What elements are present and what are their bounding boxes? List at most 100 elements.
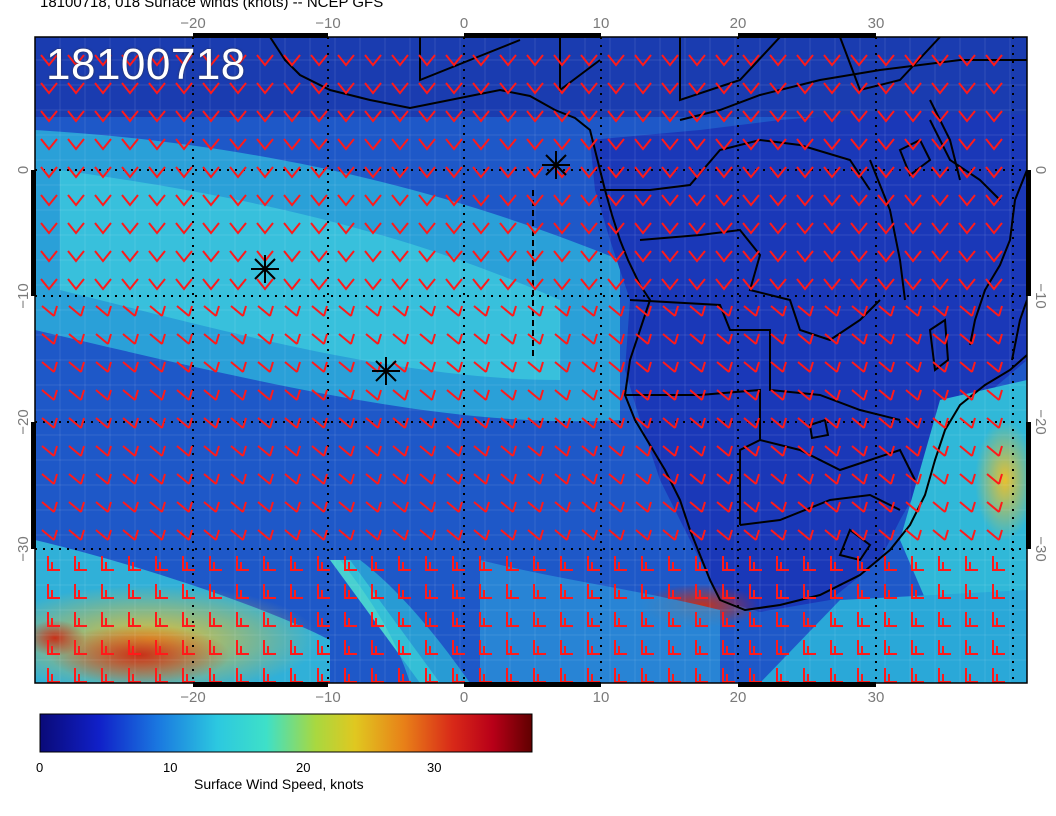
wind-barb <box>317 584 330 599</box>
wind-barb <box>418 194 436 207</box>
wind-barb <box>445 82 463 95</box>
wind-barb <box>41 305 58 317</box>
wind-barb <box>905 417 922 429</box>
wind-barb <box>722 640 735 655</box>
wind-barb <box>830 584 843 599</box>
wind-barb <box>364 82 382 95</box>
wind-barb <box>311 389 328 401</box>
wind-barb <box>877 54 895 67</box>
wind-barb <box>148 278 166 291</box>
wind-barb <box>635 473 652 485</box>
wind-barb <box>445 250 463 263</box>
wind-barb <box>608 473 625 485</box>
wind-barb <box>743 333 760 345</box>
wind-barb <box>689 445 706 457</box>
wind-barb <box>68 445 85 457</box>
wind-barb <box>992 556 1005 571</box>
wind-barb <box>472 82 490 95</box>
wind-barb <box>68 389 85 401</box>
wind-barb <box>67 194 85 207</box>
wind-barb <box>770 305 787 317</box>
wind-barb <box>40 194 58 207</box>
wind-barb <box>317 640 330 655</box>
wind-barb <box>878 501 895 513</box>
wind-barb <box>41 529 58 541</box>
wind-barb <box>634 278 652 291</box>
wind-barb <box>500 445 517 457</box>
wind-barb <box>499 166 517 179</box>
wind-barb <box>257 529 274 541</box>
wind-barb <box>992 668 1005 683</box>
lat-tick: −30 <box>1032 536 1049 561</box>
wind-barb <box>311 305 328 317</box>
wind-barb <box>581 501 598 513</box>
wind-barb <box>607 54 625 67</box>
wind-barb <box>959 501 976 513</box>
wind-barb <box>932 501 949 513</box>
wind-barb <box>344 668 357 683</box>
wind-barb <box>931 222 949 235</box>
wind-barb <box>635 501 652 513</box>
wind-barb <box>635 389 652 401</box>
wind-barb <box>905 445 922 457</box>
wind-barb <box>580 138 598 151</box>
wind-barb <box>553 250 571 263</box>
wind-barb <box>959 389 976 401</box>
wind-barb <box>688 54 706 67</box>
wind-barb <box>95 361 112 373</box>
wind-barb <box>67 110 85 123</box>
wind-barb <box>74 584 87 599</box>
wind-barb <box>878 473 895 485</box>
wind-barb <box>94 166 112 179</box>
wind-barb <box>122 305 139 317</box>
wind-barb <box>905 333 922 345</box>
wind-barb <box>101 612 114 627</box>
wind-barb <box>425 556 438 571</box>
wind-barb <box>148 54 166 67</box>
wind-barb <box>742 278 760 291</box>
wind-barb <box>688 82 706 95</box>
wind-barb <box>418 222 436 235</box>
wind-barb <box>472 194 490 207</box>
lat-tick: −20 <box>1032 409 1049 434</box>
wind-barb <box>473 305 490 317</box>
wind-barb <box>958 222 976 235</box>
wind-barb <box>229 222 247 235</box>
wind-barb <box>95 473 112 485</box>
wind-barb <box>203 361 220 373</box>
wind-barb <box>797 529 814 541</box>
wind-barb <box>985 222 1003 235</box>
wind-barb <box>958 54 976 67</box>
wind-barb <box>958 82 976 95</box>
wind-barb <box>122 445 139 457</box>
wind-barb <box>581 305 598 317</box>
wind-barb <box>290 556 303 571</box>
wind-barb <box>533 556 546 571</box>
wind-barb <box>527 501 544 513</box>
wind-barb <box>769 54 787 67</box>
wind-barb <box>68 333 85 345</box>
wind-barb <box>121 250 139 263</box>
wind-barb <box>526 110 544 123</box>
wind-barb <box>418 110 436 123</box>
lat-tick: 0 <box>15 166 32 174</box>
wind-barb <box>911 612 924 627</box>
colorbar-label: 0 <box>36 760 44 775</box>
wind-barb <box>500 473 517 485</box>
wind-barb <box>94 222 112 235</box>
wind-barb <box>338 445 355 457</box>
wind-barb <box>824 305 841 317</box>
wind-barb <box>74 668 87 683</box>
wind-barb <box>769 250 787 263</box>
wind-barb <box>634 54 652 67</box>
wind-barb <box>560 612 573 627</box>
wind-barb <box>67 166 85 179</box>
wind-barb <box>371 556 384 571</box>
wind-barb <box>499 278 517 291</box>
wind-barb <box>365 333 382 345</box>
wind-barb <box>499 250 517 263</box>
wind-barb <box>688 250 706 263</box>
wind-barb <box>769 194 787 207</box>
wind-barb <box>257 389 274 401</box>
wind-barb <box>608 417 625 429</box>
